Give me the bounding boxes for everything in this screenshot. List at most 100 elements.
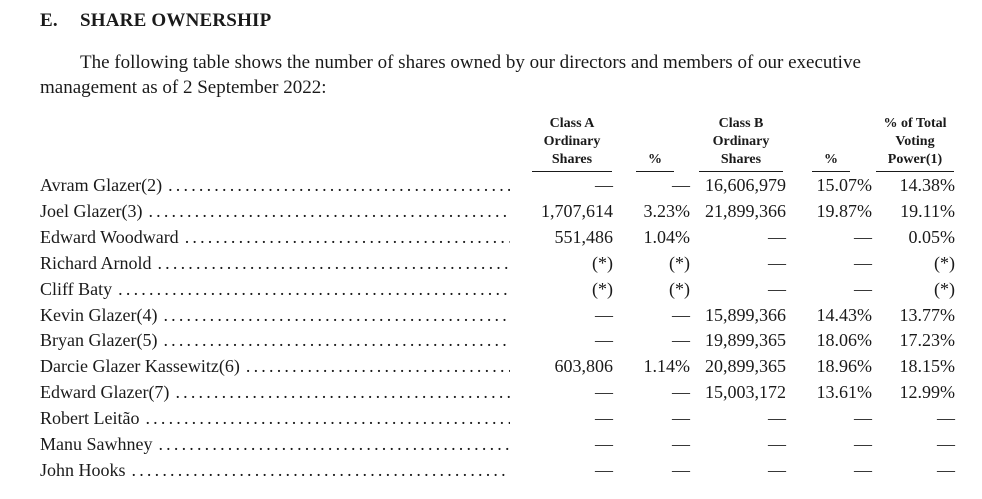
table-row: Edward Glazer(7)........................… [40,379,960,405]
class-a-shares: — [595,382,613,403]
class-a-percent: (*) [669,278,690,299]
director-name-cell: Bryan Glazer(5).........................… [40,327,510,353]
director-name-cell: John Hooks..............................… [40,457,510,483]
class-a-percent: — [672,175,690,195]
class-b-shares: 15,899,366 [705,304,786,325]
director-name: Edward Woodward [40,226,179,247]
director-name-cell: Kevin Glazer(4).........................… [40,302,510,328]
header-pct-a-label: % [648,152,662,167]
class-a-percent: — [672,382,690,403]
director-name: Joel Glazer(3) [40,200,143,221]
class-b-shares: 21,899,366 [705,200,786,221]
director-name: Richard Arnold [40,252,152,273]
class-b-percent: 19.87% [816,200,873,221]
table-row: Joel Glazer(3)..........................… [40,198,960,224]
director-name-cell: Darcie Glazer Kassewitz(6)..............… [40,353,510,379]
header-pct-a: % [636,151,674,172]
director-name: Kevin Glazer(4) [40,304,158,325]
table-row: Manu Sawhney............................… [40,431,960,457]
header-class-a: Class A Ordinary Shares [532,115,612,172]
director-name-cell: Manu Sawhney............................… [40,431,510,457]
voting-power-percent: — [937,408,955,429]
class-b-percent: 13.61% [816,382,873,403]
class-a-percent: 1.04% [643,226,691,247]
director-name-cell: Edward Glazer(7)........................… [40,379,510,405]
class-a-percent: — [672,304,690,325]
director-name-cell: Joel Glazer(3)..........................… [40,198,510,224]
voting-power-percent: (*) [934,278,955,299]
voting-power-percent: 12.99% [899,382,956,403]
leader-dots: ........................................… [184,226,510,247]
director-name: Cliff Baty [40,278,113,299]
director-name-cell: Cliff Baty..............................… [40,276,510,302]
table-row: Edward Woodward.........................… [40,224,960,250]
class-b-percent: 15.07% [816,175,873,195]
header-class-b-line3: Shares [720,152,762,167]
voting-power-percent: — [937,434,955,454]
header-voting-power: % of Total Voting Power(1) [876,115,954,172]
header-voting-line1: % of Total [883,116,947,131]
voting-power-percent: 0.05% [908,226,956,247]
class-a-percent: — [672,330,690,351]
class-b-percent: 18.06% [816,330,873,351]
header-class-b: Class B Ordinary Shares [699,115,783,172]
table-row: Avram Glazer(2).........................… [40,172,960,198]
class-b-shares: — [768,278,786,299]
class-b-shares: 15,003,172 [705,382,786,403]
class-a-shares: — [595,408,613,429]
header-class-a-line3: Shares [551,152,593,167]
header-class-a-line1: Class A [549,116,595,131]
director-name-cell: Robert Leitão...........................… [40,405,510,431]
class-b-percent: — [854,226,872,247]
voting-power-percent: 14.38% [899,175,956,195]
class-b-percent: — [854,434,872,454]
class-a-shares: 551,486 [554,226,614,247]
class-a-shares: — [595,459,613,480]
voting-power-percent: 17.23% [899,330,956,351]
class-b-percent: 14.43% [816,304,873,325]
class-b-shares: — [768,434,786,454]
class-a-percent: 1.14% [643,356,691,377]
header-pct-b: % [812,151,850,172]
class-b-percent: — [854,408,872,429]
director-name: Avram Glazer(2) [40,175,163,195]
director-name-cell: Edward Woodward.........................… [40,224,510,250]
class-a-shares: (*) [592,278,613,299]
class-a-percent: (*) [669,252,690,273]
class-b-percent: 18.96% [816,356,873,377]
voting-power-percent: 13.77% [899,304,956,325]
leader-dots: ........................................… [158,434,510,454]
leader-dots: ........................................… [163,330,510,351]
class-a-shares: 603,806 [554,356,614,377]
header-voting-line3: Power(1) [887,152,943,167]
intro-text: The following table shows the number of … [40,52,861,98]
section-title: SHARE OWNERSHIP [80,10,272,31]
leader-dots: ........................................… [157,252,510,273]
class-a-shares: (*) [592,252,613,273]
director-name: Edward Glazer(7) [40,382,170,403]
table-row: Cliff Baty..............................… [40,276,960,302]
director-name: Robert Leitão [40,408,140,429]
class-a-shares: — [595,304,613,325]
leader-dots: ........................................… [168,175,510,195]
class-b-shares: 20,899,365 [705,356,786,377]
table-row: Kevin Glazer(4).........................… [40,302,960,328]
class-a-percent: — [672,459,690,480]
leader-dots: ........................................… [245,356,510,377]
class-a-percent: — [672,434,690,454]
class-b-shares: — [768,226,786,247]
leader-dots: ........................................… [148,200,510,221]
director-name: John Hooks [40,459,126,480]
director-name-cell: Richard Arnold..........................… [40,250,510,276]
table-row: Bryan Glazer(5).........................… [40,327,960,353]
header-voting-line2: Voting [895,134,935,149]
table-row: Richard Arnold..........................… [40,250,960,276]
leader-dots: ........................................… [131,459,510,480]
director-name: Manu Sawhney [40,434,153,454]
class-a-shares: — [595,434,613,454]
class-b-shares: — [768,252,786,273]
class-b-shares: 19,899,365 [705,330,786,351]
class-b-percent: — [854,459,872,480]
class-a-shares: — [595,175,613,195]
class-a-percent: 3.23% [643,200,691,221]
